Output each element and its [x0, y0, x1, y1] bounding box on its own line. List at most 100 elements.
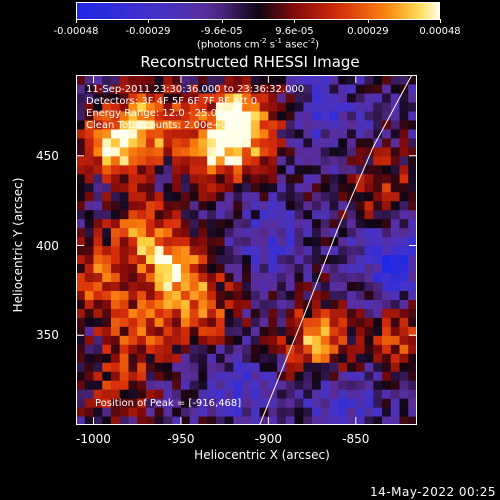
heatmap-cell	[215, 245, 226, 256]
heatmap-cell	[355, 389, 366, 399]
heatmap-cell	[320, 75, 331, 85]
heatmap-cell	[312, 326, 322, 336]
heatmap-cell	[250, 119, 261, 130]
heatmap-cell	[303, 344, 313, 354]
heatmap-cell	[154, 137, 165, 148]
heatmap-cell	[373, 173, 383, 184]
heatmap-cell	[137, 308, 147, 318]
heatmap-cell	[102, 389, 112, 399]
heatmap-cell	[215, 218, 226, 229]
heatmap-cell	[399, 191, 409, 202]
colorbar-units: (photons cm-2 s-1 asec-2)	[196, 37, 320, 51]
heatmap-cell	[268, 281, 278, 291]
heatmap-cell	[233, 92, 243, 103]
heatmap-cell	[242, 191, 252, 202]
heatmap-cell	[207, 110, 217, 121]
heatmap-cell	[285, 398, 296, 408]
heatmap-cell	[268, 380, 278, 390]
heatmap-cell	[189, 335, 200, 345]
heatmap-cell	[277, 75, 287, 85]
heatmap-cell	[110, 119, 121, 130]
heatmap-cell	[128, 326, 138, 336]
heatmap-cell	[207, 281, 217, 291]
heatmap-cell	[189, 263, 200, 274]
heatmap-cell	[76, 281, 86, 291]
heatmap-cell	[128, 281, 138, 291]
heatmap-cell	[76, 75, 86, 85]
heatmap-cell	[207, 326, 217, 336]
y-tick-label: 450	[36, 148, 59, 163]
heatmap-cell	[303, 335, 313, 345]
heatmap-cell	[154, 200, 165, 211]
heatmap-cell	[338, 227, 348, 238]
heatmap-cell	[408, 245, 417, 256]
heatmap-cell	[224, 299, 234, 309]
heatmap-cell	[347, 371, 357, 381]
heatmap-cell	[277, 362, 287, 372]
heatmap-cell	[277, 353, 287, 363]
heatmap-cell	[329, 317, 339, 327]
heatmap-cell	[390, 182, 401, 193]
heatmap-cell	[382, 380, 392, 390]
heatmap-cell	[320, 146, 331, 157]
heatmap-cell	[180, 209, 191, 220]
heatmap-cell	[373, 137, 383, 148]
heatmap-cell	[355, 119, 366, 130]
heatmap-cell	[355, 398, 366, 408]
heatmap-cell	[364, 209, 374, 220]
heatmap-cell	[242, 83, 252, 94]
heatmap-cell	[172, 227, 182, 238]
heatmap-cell	[93, 407, 103, 417]
heatmap-cell	[390, 200, 401, 211]
heatmap-cell	[119, 389, 130, 399]
heatmap-cell	[294, 416, 304, 425]
heatmap-cell	[347, 335, 357, 345]
heatmap-cell	[242, 173, 252, 184]
heatmap-cell	[154, 119, 165, 130]
heatmap-cell	[382, 326, 392, 336]
heatmap-cell	[277, 155, 287, 166]
heatmap-cell	[180, 380, 191, 390]
heatmap-cell	[180, 101, 191, 112]
heatmap-cell	[189, 398, 200, 408]
heatmap-cell	[154, 128, 165, 139]
heatmap-cell	[207, 362, 217, 372]
heatmap-cell	[329, 75, 339, 85]
heatmap-cell	[224, 281, 234, 291]
heatmap-cell	[408, 83, 417, 94]
heatmap-cell	[198, 101, 208, 112]
heatmap-cell	[154, 110, 165, 121]
heatmap-cell	[198, 164, 208, 175]
heatmap-cell	[347, 308, 357, 318]
heatmap-cell	[259, 398, 269, 408]
heatmap-cell	[76, 290, 86, 300]
heatmap-cell	[145, 416, 156, 425]
heatmap-cell	[259, 281, 269, 291]
colorbar-tick-mark	[148, 19, 150, 23]
heatmap-cell	[285, 254, 296, 265]
heatmap-cell	[172, 308, 182, 318]
heatmap-cell	[76, 389, 86, 399]
heatmap-cell	[137, 236, 147, 247]
heatmap-cell	[242, 299, 252, 309]
heatmap-cell	[163, 110, 173, 121]
heatmap-cell	[268, 92, 278, 103]
heatmap-cell	[399, 308, 409, 318]
heatmap-cell	[189, 119, 200, 130]
heatmap-cell	[102, 75, 112, 85]
heatmap-cell	[390, 164, 401, 175]
heatmap-cell	[312, 137, 322, 148]
heatmap-cell	[347, 119, 357, 130]
heatmap-cell	[215, 326, 226, 336]
heatmap-cell	[364, 227, 374, 238]
heatmap-cell	[215, 83, 226, 94]
heatmap-cell	[312, 254, 322, 265]
heatmap-cell	[180, 75, 191, 85]
heatmap-cell	[198, 200, 208, 211]
heatmap-cell	[312, 92, 322, 103]
heatmap-cell	[355, 299, 366, 309]
heatmap-cell	[119, 155, 130, 166]
heatmap-cell	[259, 380, 269, 390]
heatmap-cell	[84, 227, 95, 238]
heatmap-cell	[364, 75, 374, 85]
